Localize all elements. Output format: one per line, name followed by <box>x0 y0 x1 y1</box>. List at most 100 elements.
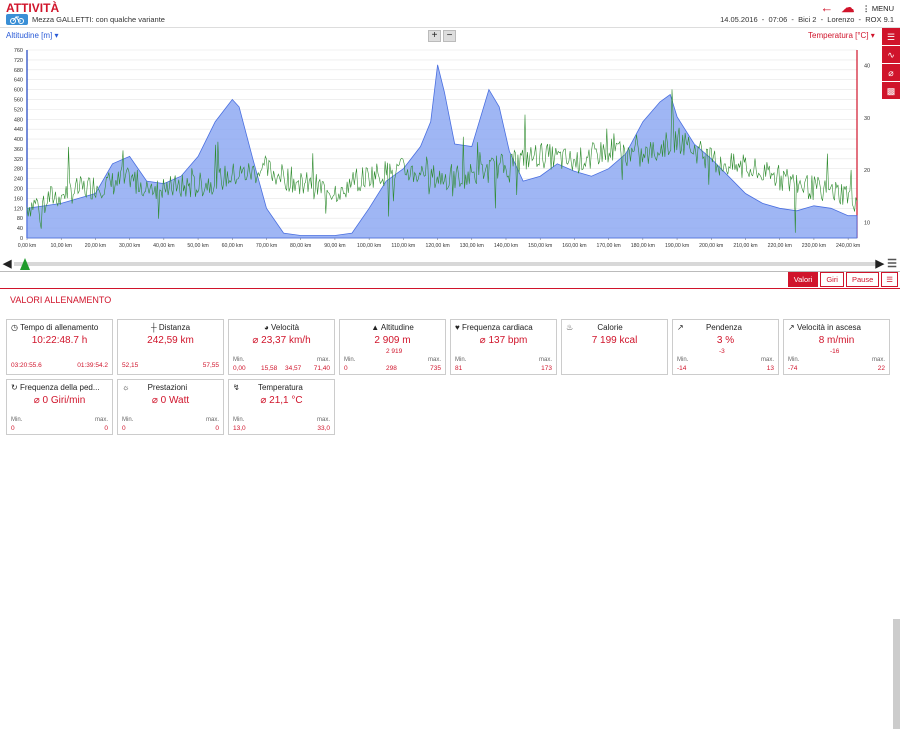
average-icon[interactable]: ⌀ <box>882 64 900 82</box>
tab-giri[interactable]: Giri <box>820 272 844 287</box>
stat-value: ⌀ 137 bpm <box>479 335 528 346</box>
stat-title-text: Altitudine <box>380 323 414 332</box>
cloud-sync-icon[interactable]: ☁ <box>841 0 855 15</box>
y-tick-label: 640 <box>14 78 23 84</box>
y-tick-label: 520 <box>14 107 23 113</box>
stat-title-text: Pendenza <box>705 323 742 332</box>
stat-title: ◷ Tempo di allenamento <box>11 323 108 332</box>
stat-card-speed[interactable]: ◕ Velocità ⌀ 23,37 km/h Min. max. 0,00 1… <box>228 319 335 375</box>
app-header: ATTIVITÀ Mezza GALLETTI: con qualche var… <box>0 0 900 28</box>
meta-device: ROX 9.1 <box>865 15 894 24</box>
altitude-temperature-chart[interactable]: 7607206806406005605204804404003603202802… <box>0 28 880 256</box>
x-tick-label: 190,00 km <box>665 243 689 249</box>
right-axis-label: Temperatura [°C] <box>808 31 869 40</box>
x-tick-label: 180,00 km <box>631 243 655 249</box>
scrubber-handle[interactable] <box>20 258 30 270</box>
stat-card-time[interactable]: ◷ Tempo di allenamento 10:22:48.7 h 03:2… <box>6 319 113 375</box>
x-tick-label: 150,00 km <box>528 243 552 249</box>
tab-list-icon[interactable]: ☰ <box>881 272 898 287</box>
stat-max-value: 71,40 <box>313 365 330 372</box>
y-tick-label: 240 <box>14 177 23 183</box>
stat-value: 2 909 m <box>374 335 411 346</box>
chart-area[interactable]: Altitudine [m] ▾ + − Temperatura [°C] ▾ … <box>0 28 900 256</box>
panel-title: VALORI ALLENAMENTO <box>10 295 112 305</box>
zoom-out-button[interactable]: − <box>443 30 456 42</box>
stat-title-text: Frequenza cardiaca <box>461 323 533 332</box>
meta-date: 14.05.2016 <box>720 15 758 24</box>
scroll-left-icon[interactable]: ◀ <box>3 258 12 270</box>
zoom-in-button[interactable]: + <box>428 30 441 42</box>
stat-card-gradient[interactable]: ↗ Pendenza 3 % -3 Min. max. -14 13 <box>672 319 779 375</box>
stat-card-temperature[interactable]: ↯ Temperatura ⌀ 21,1 °C Min. max. 13,0 3… <box>228 379 335 435</box>
stat-card-altitude[interactable]: ▲ Altitudine 2 909 m 2 919 Min. max. 0 2… <box>339 319 446 375</box>
stat-title: ▲ Altitudine <box>344 323 441 332</box>
stat-title: ◕ Velocità <box>233 323 330 332</box>
pedal-icon: ↻ <box>11 383 18 392</box>
y2-tick-label: 20 <box>864 168 870 174</box>
stat-min-label: Min. <box>455 357 467 363</box>
back-arrow-icon[interactable]: ← <box>820 0 834 15</box>
stat-card-power[interactable]: ☼ Prestazioni ⌀ 0 Watt Min. max. 0 0 <box>117 379 224 435</box>
list-icon[interactable]: ☰ <box>887 258 897 270</box>
stat-title: ♥ Frequenza cardiaca <box>455 323 552 332</box>
right-axis-selector[interactable]: Temperatura [°C] ▾ <box>808 31 875 40</box>
stat-card-cadence[interactable]: ↻ Frequenza della ped... ⌀ 0 Giri/min Mi… <box>6 379 113 435</box>
x-tick-label: 140,00 km <box>494 243 518 249</box>
stat-mid-value: 298 <box>386 365 397 372</box>
x-tick-label: 200,00 km <box>699 243 723 249</box>
stat-min-value: 0,00 <box>233 365 246 372</box>
left-axis-selector[interactable]: Altitudine [m] ▾ <box>6 31 59 40</box>
list-view-icon[interactable]: ☰ <box>882 28 900 46</box>
stat-min-value: 0 <box>344 365 348 372</box>
tab-valori[interactable]: Valori <box>787 272 819 287</box>
stat-max-value: 173 <box>541 365 552 372</box>
stat-sub-value: -16 <box>830 348 840 355</box>
stat-left-value: 03:20:55.6 <box>11 362 42 369</box>
toolbar: ← ☁ ⋮ MENU <box>820 0 894 15</box>
stat-card-distance[interactable]: ┼ Distanza 242,59 km 52,15 57,55 <box>117 319 224 375</box>
stat-card-heart-rate[interactable]: ♥ Frequenza cardiaca ⌀ 137 bpm Min. max.… <box>450 319 557 375</box>
stat-min-value: 0 <box>11 425 15 432</box>
line-chart-icon[interactable]: ∿ <box>882 46 900 64</box>
scroll-right-icon[interactable]: ▶ <box>875 258 884 270</box>
y-tick-label: 200 <box>14 187 23 193</box>
left-axis-label: Altitudine [m] <box>6 31 53 40</box>
scrubber-track[interactable] <box>14 262 878 266</box>
road-icon: ┼ <box>150 323 157 332</box>
y-tick-label: 760 <box>14 48 23 54</box>
x-tick-label: 30,00 km <box>119 243 140 249</box>
stat-card-climb-speed[interactable]: ↗ Velocità in ascesa 8 m/min -16 Min. ma… <box>783 319 890 375</box>
thermometer-icon: ↯ <box>233 383 240 392</box>
stat-right-value: 01:39:54.2 <box>77 362 108 369</box>
stat-title-text: Prestazioni <box>147 383 188 392</box>
y-tick-label: 360 <box>14 147 23 153</box>
stat-min-value: 0 <box>122 425 126 432</box>
stat-left-value: 52,15 <box>122 362 139 369</box>
bar-chart-icon[interactable]: ▩ <box>882 82 900 100</box>
timeline-scrubber: ◀ ▶ ☰ <box>0 256 900 272</box>
stat-title-text: Frequenza della ped... <box>19 383 100 392</box>
activity-row: Mezza GALLETTI: con qualche variante <box>6 14 165 25</box>
stat-min-label: Min. <box>233 357 245 363</box>
stat-card-calories[interactable]: ♨ Calorie 7 199 kcal <box>561 319 668 375</box>
stat-min-value: -14 <box>677 365 687 372</box>
y-tick-label: 80 <box>17 216 23 222</box>
stat-max-label: max. <box>538 357 552 363</box>
altitude-area <box>26 64 858 239</box>
sun-power-icon: ☼ <box>122 383 130 392</box>
stat-max-label: max. <box>316 357 330 363</box>
stat-min-label: Min. <box>344 357 356 363</box>
tab-pause[interactable]: Pause <box>845 272 880 287</box>
stat-min-label: Min. <box>11 417 23 423</box>
stat-max-label: max. <box>205 417 219 423</box>
y-tick-label: 560 <box>14 97 23 103</box>
x-tick-label: 0,00 km <box>18 243 36 249</box>
stat-value: ⌀ 23,37 km/h <box>252 335 311 346</box>
stat-title: ↯ Temperatura <box>233 383 330 392</box>
stat-value: ⌀ 21,1 °C <box>260 395 303 406</box>
panel-scrollbar[interactable] <box>893 619 900 729</box>
stat-title-text: Velocità in ascesa <box>796 323 861 332</box>
x-tick-label: 230,00 km <box>802 243 826 249</box>
x-tick-label: 50,00 km <box>187 243 208 249</box>
menu-button[interactable]: ⋮ MENU <box>862 4 894 13</box>
